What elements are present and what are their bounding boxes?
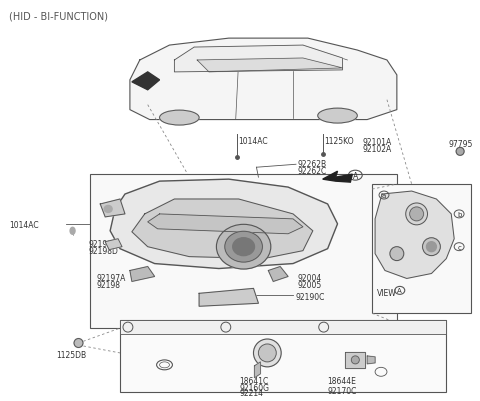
Ellipse shape: [104, 206, 112, 213]
Text: 92214: 92214: [240, 388, 264, 397]
Ellipse shape: [233, 238, 254, 256]
Polygon shape: [148, 215, 303, 234]
Ellipse shape: [456, 148, 464, 156]
Text: c: c: [457, 244, 461, 250]
Text: 92102A: 92102A: [362, 145, 392, 154]
Ellipse shape: [422, 238, 440, 256]
Text: VIEW: VIEW: [377, 289, 397, 298]
Text: 92262B: 92262B: [298, 160, 327, 169]
Polygon shape: [100, 200, 125, 217]
Polygon shape: [254, 362, 261, 378]
Polygon shape: [105, 239, 122, 250]
Bar: [120, 320, 446, 334]
Text: 1014AC: 1014AC: [9, 220, 39, 229]
Polygon shape: [323, 172, 352, 183]
Text: 92101A: 92101A: [362, 138, 392, 147]
Ellipse shape: [70, 228, 75, 235]
Text: (HID - BI-FUNCTION): (HID - BI-FUNCTION): [9, 11, 108, 21]
Polygon shape: [130, 39, 397, 120]
Ellipse shape: [318, 109, 357, 124]
Bar: [90, 175, 397, 328]
Polygon shape: [174, 46, 342, 73]
Ellipse shape: [216, 225, 271, 269]
Text: A: A: [353, 171, 358, 180]
Ellipse shape: [253, 339, 281, 367]
Text: 92197B: 92197B: [88, 239, 118, 248]
Text: A: A: [397, 288, 402, 294]
Text: 92005: 92005: [298, 281, 322, 290]
Text: 1125DB: 1125DB: [56, 350, 86, 359]
Ellipse shape: [74, 339, 83, 348]
Polygon shape: [367, 356, 375, 364]
Text: 92004: 92004: [298, 274, 322, 283]
Text: a: a: [126, 324, 130, 330]
Text: 1014AC: 1014AC: [239, 137, 268, 146]
Text: 92262C: 92262C: [298, 167, 327, 176]
Text: 18643D: 18643D: [138, 324, 168, 333]
Ellipse shape: [390, 247, 404, 261]
Text: 92160G: 92160G: [240, 383, 270, 392]
Text: 92197A: 92197A: [96, 274, 126, 283]
Text: 92170C: 92170C: [328, 386, 357, 395]
Text: 18644E: 18644E: [334, 324, 362, 333]
Ellipse shape: [427, 242, 436, 252]
Text: 92198: 92198: [96, 281, 120, 290]
Polygon shape: [375, 192, 454, 279]
Polygon shape: [268, 267, 288, 282]
Polygon shape: [132, 200, 313, 259]
Polygon shape: [130, 267, 155, 282]
Polygon shape: [197, 59, 342, 73]
Text: 18641C: 18641C: [240, 376, 269, 385]
Polygon shape: [132, 73, 159, 91]
Bar: [120, 320, 446, 392]
Text: 18644E: 18644E: [328, 376, 357, 385]
Text: 97795: 97795: [448, 140, 473, 149]
Polygon shape: [346, 352, 365, 368]
Text: b: b: [224, 324, 228, 330]
Ellipse shape: [225, 232, 263, 262]
Text: 1125KO: 1125KO: [324, 137, 354, 146]
Text: 92190C: 92190C: [295, 293, 324, 302]
Text: b: b: [457, 211, 461, 217]
Ellipse shape: [406, 203, 428, 225]
Ellipse shape: [258, 344, 276, 362]
Text: c: c: [322, 324, 325, 330]
Polygon shape: [199, 289, 258, 306]
Ellipse shape: [351, 356, 359, 364]
Bar: [372, 184, 471, 314]
Ellipse shape: [159, 111, 199, 126]
Text: 92198D: 92198D: [88, 246, 118, 255]
Ellipse shape: [410, 207, 423, 221]
Polygon shape: [110, 180, 337, 269]
Text: 18641C: 18641C: [236, 324, 265, 333]
Text: a: a: [382, 192, 386, 198]
